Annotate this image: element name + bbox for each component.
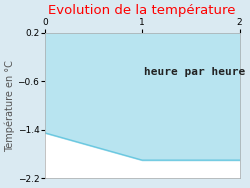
Y-axis label: Température en °C: Température en °C [4,60,15,152]
Text: heure par heure: heure par heure [144,67,246,77]
Title: Evolution de la température: Evolution de la température [48,4,236,17]
